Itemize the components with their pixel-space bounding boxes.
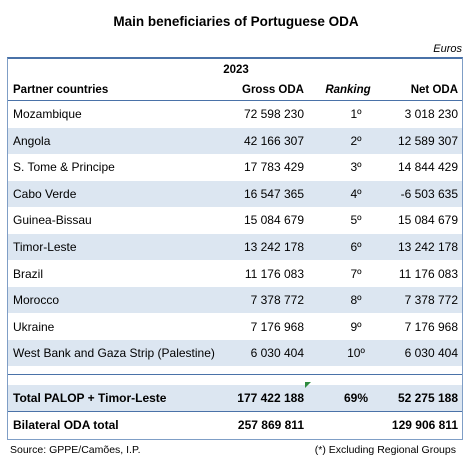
net-oda-cell: -6 503 635 xyxy=(400,186,458,201)
total-palop-row: Total PALOP + Timor-Leste 177 422 188 69… xyxy=(8,385,462,411)
total-palop-gross: 177 422 188 xyxy=(237,391,304,405)
country-cell: Morocco xyxy=(13,293,60,308)
total-palop-share: 69% xyxy=(343,391,369,405)
country-cell: West Bank and Gaza Strip (Palestine) xyxy=(13,346,215,361)
net-oda-cell: 12 589 307 xyxy=(397,133,458,148)
table-title: Main beneficiaries of Portuguese ODA xyxy=(113,14,359,29)
bilateral-total-label: Bilateral ODA total xyxy=(13,418,119,432)
table-row: Ukraine 7 176 968 9º 7 176 968 xyxy=(8,314,462,340)
country-cell: Timor-Leste xyxy=(13,240,77,254)
country-cell: Mozambique xyxy=(13,107,82,121)
table-row: Angola 42 166 307 2º 12 589 307 xyxy=(8,127,462,154)
net-oda-cell: 11 176 083 xyxy=(398,266,458,281)
bilateral-total-gross: 257 869 811 xyxy=(237,418,304,432)
ranking-cell: 3º xyxy=(350,160,362,175)
total-palop-label: Total PALOP + Timor-Leste xyxy=(13,391,167,405)
ranking-cell: 5º xyxy=(350,213,362,228)
gross-oda-cell: 7 378 772 xyxy=(250,293,304,308)
ranking-cell: 7º xyxy=(350,266,362,281)
net-oda-cell: 6 030 404 xyxy=(404,346,458,361)
country-cell: Ukraine xyxy=(13,319,55,334)
gross-oda-cell: 13 242 178 xyxy=(243,240,304,254)
net-oda-cell: 14 844 429 xyxy=(397,160,458,175)
table-row: Mozambique 72 598 230 1º 3 018 230 xyxy=(8,101,462,127)
gross-oda-cell: 42 166 307 xyxy=(243,133,304,148)
country-cell: Guinea-Bissau xyxy=(13,213,92,228)
year-header: 2023 xyxy=(223,64,249,76)
ranking-cell: 9º xyxy=(350,319,362,334)
source-note: Source: GPPE/Camões, I.P. xyxy=(10,444,141,456)
ranking-cell: 8º xyxy=(350,293,362,308)
gross-oda-cell: 72 598 230 xyxy=(243,107,304,121)
gross-oda-cell: 17 783 429 xyxy=(243,160,304,175)
country-cell: Brazil xyxy=(13,266,44,281)
table-row: S. Tome & Principe 17 783 429 3º 14 844 429 xyxy=(8,154,462,180)
footnote: (*) Excluding Regional Groups xyxy=(314,444,456,456)
gross-oda-header: Gross ODA xyxy=(242,84,304,96)
gross-oda-cell: 15 084 679 xyxy=(243,213,304,228)
ranking-cell: 2º xyxy=(350,133,362,148)
unit-label: Euros xyxy=(433,43,462,55)
header-divider xyxy=(8,100,462,101)
net-oda-cell: 7 378 772 xyxy=(404,293,458,308)
ranking-cell: 1º xyxy=(350,107,362,121)
table-row: Guinea-Bissau 15 084 679 5º 15 084 679 xyxy=(8,207,462,233)
country-cell: Angola xyxy=(13,133,51,148)
comment-marker xyxy=(305,382,311,388)
bilateral-total-rank xyxy=(334,412,378,438)
bilateral-total-net: 129 906 811 xyxy=(391,418,458,432)
table-row: Cabo Verde 16 547 365 4º -6 503 635 xyxy=(8,180,462,207)
net-oda-header: Net ODA xyxy=(410,84,458,96)
totals-divider xyxy=(8,411,462,412)
gross-oda-cell: 16 547 365 xyxy=(243,186,304,201)
ranking-cell: 6º xyxy=(350,240,362,254)
ranking-cell: 10º xyxy=(347,346,365,361)
gross-oda-cell: 11 176 083 xyxy=(244,266,304,281)
table-row: Brazil 11 176 083 7º 11 176 083 xyxy=(8,261,462,287)
gross-oda-cell: 6 030 404 xyxy=(250,346,304,361)
table-frame xyxy=(7,57,463,440)
net-oda-cell: 7 176 968 xyxy=(404,319,458,334)
bilateral-total-row: Bilateral ODA total 257 869 811 129 906 … xyxy=(8,412,462,438)
table-row: Morocco 7 378 772 8º 7 378 772 xyxy=(8,287,462,314)
ranking-cell: 4º xyxy=(350,186,362,201)
net-oda-cell: 15 084 679 xyxy=(397,213,458,228)
net-oda-cell: 13 242 178 xyxy=(397,240,458,254)
ranking-header: Ranking xyxy=(325,84,371,96)
partner-countries-header: Partner countries xyxy=(13,84,109,96)
country-cell: Cabo Verde xyxy=(13,186,77,201)
gross-oda-cell: 7 176 968 xyxy=(250,319,304,334)
total-palop-net: 52 275 188 xyxy=(397,391,458,405)
body-divider xyxy=(8,374,462,375)
table-row: Timor-Leste 13 242 178 6º 13 242 178 xyxy=(8,234,462,260)
country-cell: S. Tome & Principe xyxy=(13,160,115,175)
net-oda-cell: 3 018 230 xyxy=(404,107,458,121)
table-row: West Bank and Gaza Strip (Palestine) 6 03… xyxy=(8,340,462,367)
